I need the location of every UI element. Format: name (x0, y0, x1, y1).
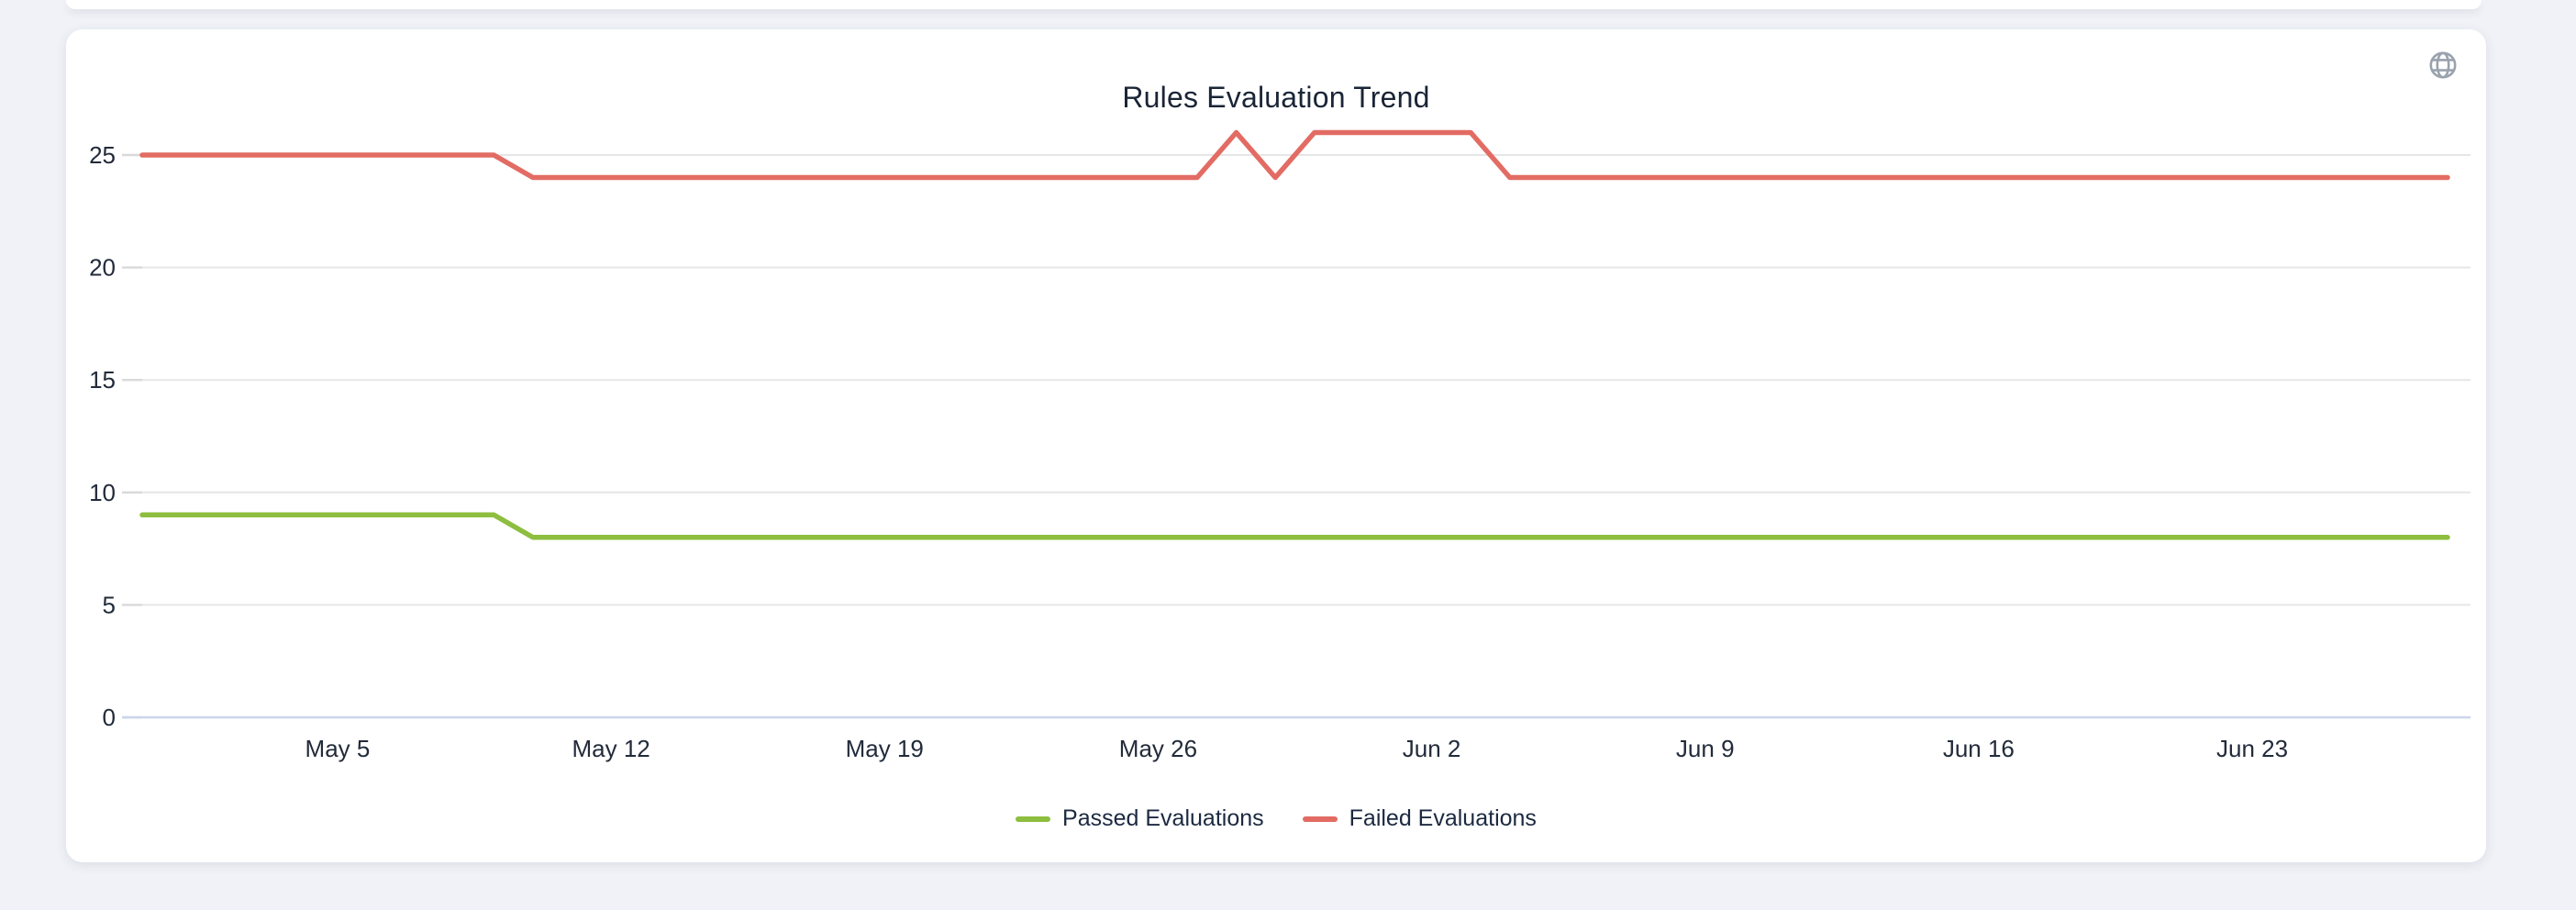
legend-line-swatch-failed (1302, 816, 1338, 822)
x-tick-label: Jun 2 (1403, 735, 1461, 762)
chart-card: Rules Evaluation Trend 0 5 10 15 20 25 May 5 Ma… (66, 29, 2486, 862)
x-tick-label: Jun 16 (1943, 735, 2015, 762)
x-tick-label: Jun 23 (2216, 735, 2288, 762)
legend-line-swatch-passed (1016, 816, 1051, 822)
y-tick-label: 20 (89, 254, 116, 282)
chart-legend: Passed Evaluations Failed Evaluations (66, 805, 2486, 832)
x-tick-label: May 5 (305, 735, 371, 762)
series-line-passed-evaluations[interactable] (139, 512, 2450, 540)
series-line-failed-evaluations[interactable] (139, 129, 2450, 181)
y-tick-label: 15 (89, 366, 116, 394)
x-tick-label: May 12 (572, 735, 650, 762)
previous-card-bottom-edge (66, 0, 2482, 9)
legend-item-passed-evaluations[interactable]: Passed Evaluations (1016, 805, 1264, 832)
legend-item-failed-evaluations[interactable]: Failed Evaluations (1302, 805, 1537, 832)
x-tick-label: May 19 (846, 735, 924, 762)
y-tick-label: 0 (103, 704, 116, 731)
chart-plot-area[interactable]: 0 5 10 15 20 25 May 5 May 12 May 19 May 26 Jun 2 Ju… (66, 29, 2486, 862)
legend-label-passed: Passed Evaluations (1062, 805, 1264, 831)
globe-icon[interactable] (2427, 50, 2459, 81)
y-tick-label: 5 (103, 591, 116, 618)
y-tick-label: 10 (89, 479, 116, 506)
x-tick-label: May 26 (1119, 735, 1197, 762)
y-tick-label: 25 (89, 141, 116, 169)
legend-label-failed: Failed Evaluations (1349, 805, 1537, 831)
chart-title: Rules Evaluation Trend (1122, 81, 1430, 114)
x-tick-label: Jun 9 (1676, 735, 1735, 762)
